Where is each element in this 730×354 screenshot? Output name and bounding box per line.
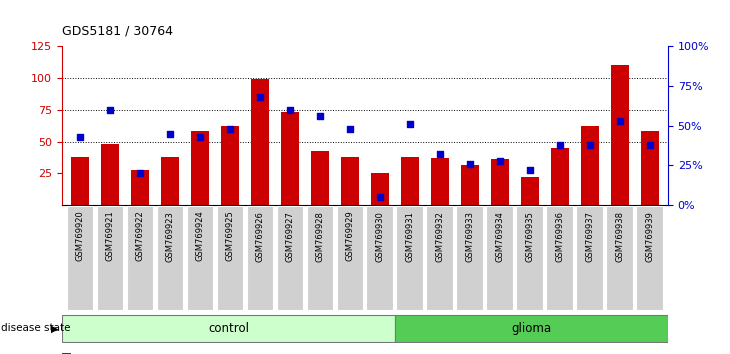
FancyBboxPatch shape xyxy=(517,206,543,310)
Bar xyxy=(281,112,299,205)
Bar xyxy=(191,131,209,205)
Point xyxy=(224,126,236,132)
Text: GSM769922: GSM769922 xyxy=(136,211,145,261)
Bar xyxy=(491,159,509,205)
Text: GSM769934: GSM769934 xyxy=(496,211,504,262)
Text: GSM769935: GSM769935 xyxy=(526,211,534,262)
Text: GDS5181 / 30764: GDS5181 / 30764 xyxy=(62,25,173,38)
Bar xyxy=(401,157,419,205)
Text: GSM769925: GSM769925 xyxy=(226,211,234,261)
Text: GSM769938: GSM769938 xyxy=(615,211,624,262)
Bar xyxy=(311,150,329,205)
Point xyxy=(404,121,416,127)
Point xyxy=(614,118,626,124)
Text: GSM769936: GSM769936 xyxy=(556,211,564,262)
Text: GSM769927: GSM769927 xyxy=(285,211,294,262)
Text: GSM769939: GSM769939 xyxy=(645,211,655,262)
Bar xyxy=(371,173,389,205)
Point xyxy=(194,134,206,139)
Point xyxy=(494,158,506,164)
FancyBboxPatch shape xyxy=(486,206,513,310)
Bar xyxy=(551,148,569,205)
Point xyxy=(464,161,476,167)
FancyBboxPatch shape xyxy=(307,206,333,310)
Point xyxy=(164,131,176,136)
FancyBboxPatch shape xyxy=(607,206,633,310)
FancyBboxPatch shape xyxy=(277,206,303,310)
FancyBboxPatch shape xyxy=(96,206,123,310)
Point xyxy=(104,107,116,113)
Text: ▶: ▶ xyxy=(51,323,58,333)
FancyBboxPatch shape xyxy=(366,206,393,310)
Bar xyxy=(611,65,629,205)
Text: GSM769921: GSM769921 xyxy=(106,211,115,261)
Point xyxy=(344,126,356,132)
FancyBboxPatch shape xyxy=(547,206,573,310)
FancyBboxPatch shape xyxy=(126,206,153,310)
Point xyxy=(644,142,656,148)
Text: GSM769932: GSM769932 xyxy=(436,211,445,262)
Text: GSM769929: GSM769929 xyxy=(345,211,355,261)
Bar xyxy=(101,144,119,205)
Bar xyxy=(161,157,179,205)
Point xyxy=(434,152,446,157)
FancyBboxPatch shape xyxy=(247,206,273,310)
Bar xyxy=(62,353,71,354)
FancyBboxPatch shape xyxy=(62,315,396,342)
Bar xyxy=(251,79,269,205)
FancyBboxPatch shape xyxy=(156,206,183,310)
Bar xyxy=(581,126,599,205)
Bar xyxy=(641,131,659,205)
FancyBboxPatch shape xyxy=(187,206,213,310)
FancyBboxPatch shape xyxy=(396,315,668,342)
Text: GSM769928: GSM769928 xyxy=(315,211,325,262)
Bar xyxy=(131,170,149,205)
Bar xyxy=(461,165,479,205)
FancyBboxPatch shape xyxy=(577,206,603,310)
Point xyxy=(554,142,566,148)
Text: GSM769923: GSM769923 xyxy=(166,211,174,262)
Text: GSM769933: GSM769933 xyxy=(466,211,474,262)
FancyBboxPatch shape xyxy=(396,206,423,310)
Text: GSM769931: GSM769931 xyxy=(405,211,415,262)
Point xyxy=(524,167,536,173)
Bar xyxy=(521,177,539,205)
FancyBboxPatch shape xyxy=(217,206,243,310)
Bar xyxy=(221,126,239,205)
Text: GSM769937: GSM769937 xyxy=(585,211,594,262)
Text: GSM769926: GSM769926 xyxy=(255,211,264,262)
Point xyxy=(584,142,596,148)
Text: disease state: disease state xyxy=(1,323,70,333)
Bar xyxy=(341,157,359,205)
FancyBboxPatch shape xyxy=(337,206,363,310)
FancyBboxPatch shape xyxy=(456,206,483,310)
Bar xyxy=(431,158,449,205)
FancyBboxPatch shape xyxy=(426,206,453,310)
Point xyxy=(254,94,266,100)
Point xyxy=(134,171,146,176)
Point xyxy=(374,195,386,200)
Text: glioma: glioma xyxy=(512,322,552,335)
FancyBboxPatch shape xyxy=(66,206,93,310)
FancyBboxPatch shape xyxy=(637,206,663,310)
Text: GSM769920: GSM769920 xyxy=(75,211,85,261)
Text: GSM769930: GSM769930 xyxy=(375,211,385,262)
Point xyxy=(74,134,86,139)
Text: control: control xyxy=(208,322,249,335)
Point xyxy=(314,113,326,119)
Point xyxy=(284,107,296,113)
Text: GSM769924: GSM769924 xyxy=(196,211,204,261)
Bar xyxy=(71,157,89,205)
